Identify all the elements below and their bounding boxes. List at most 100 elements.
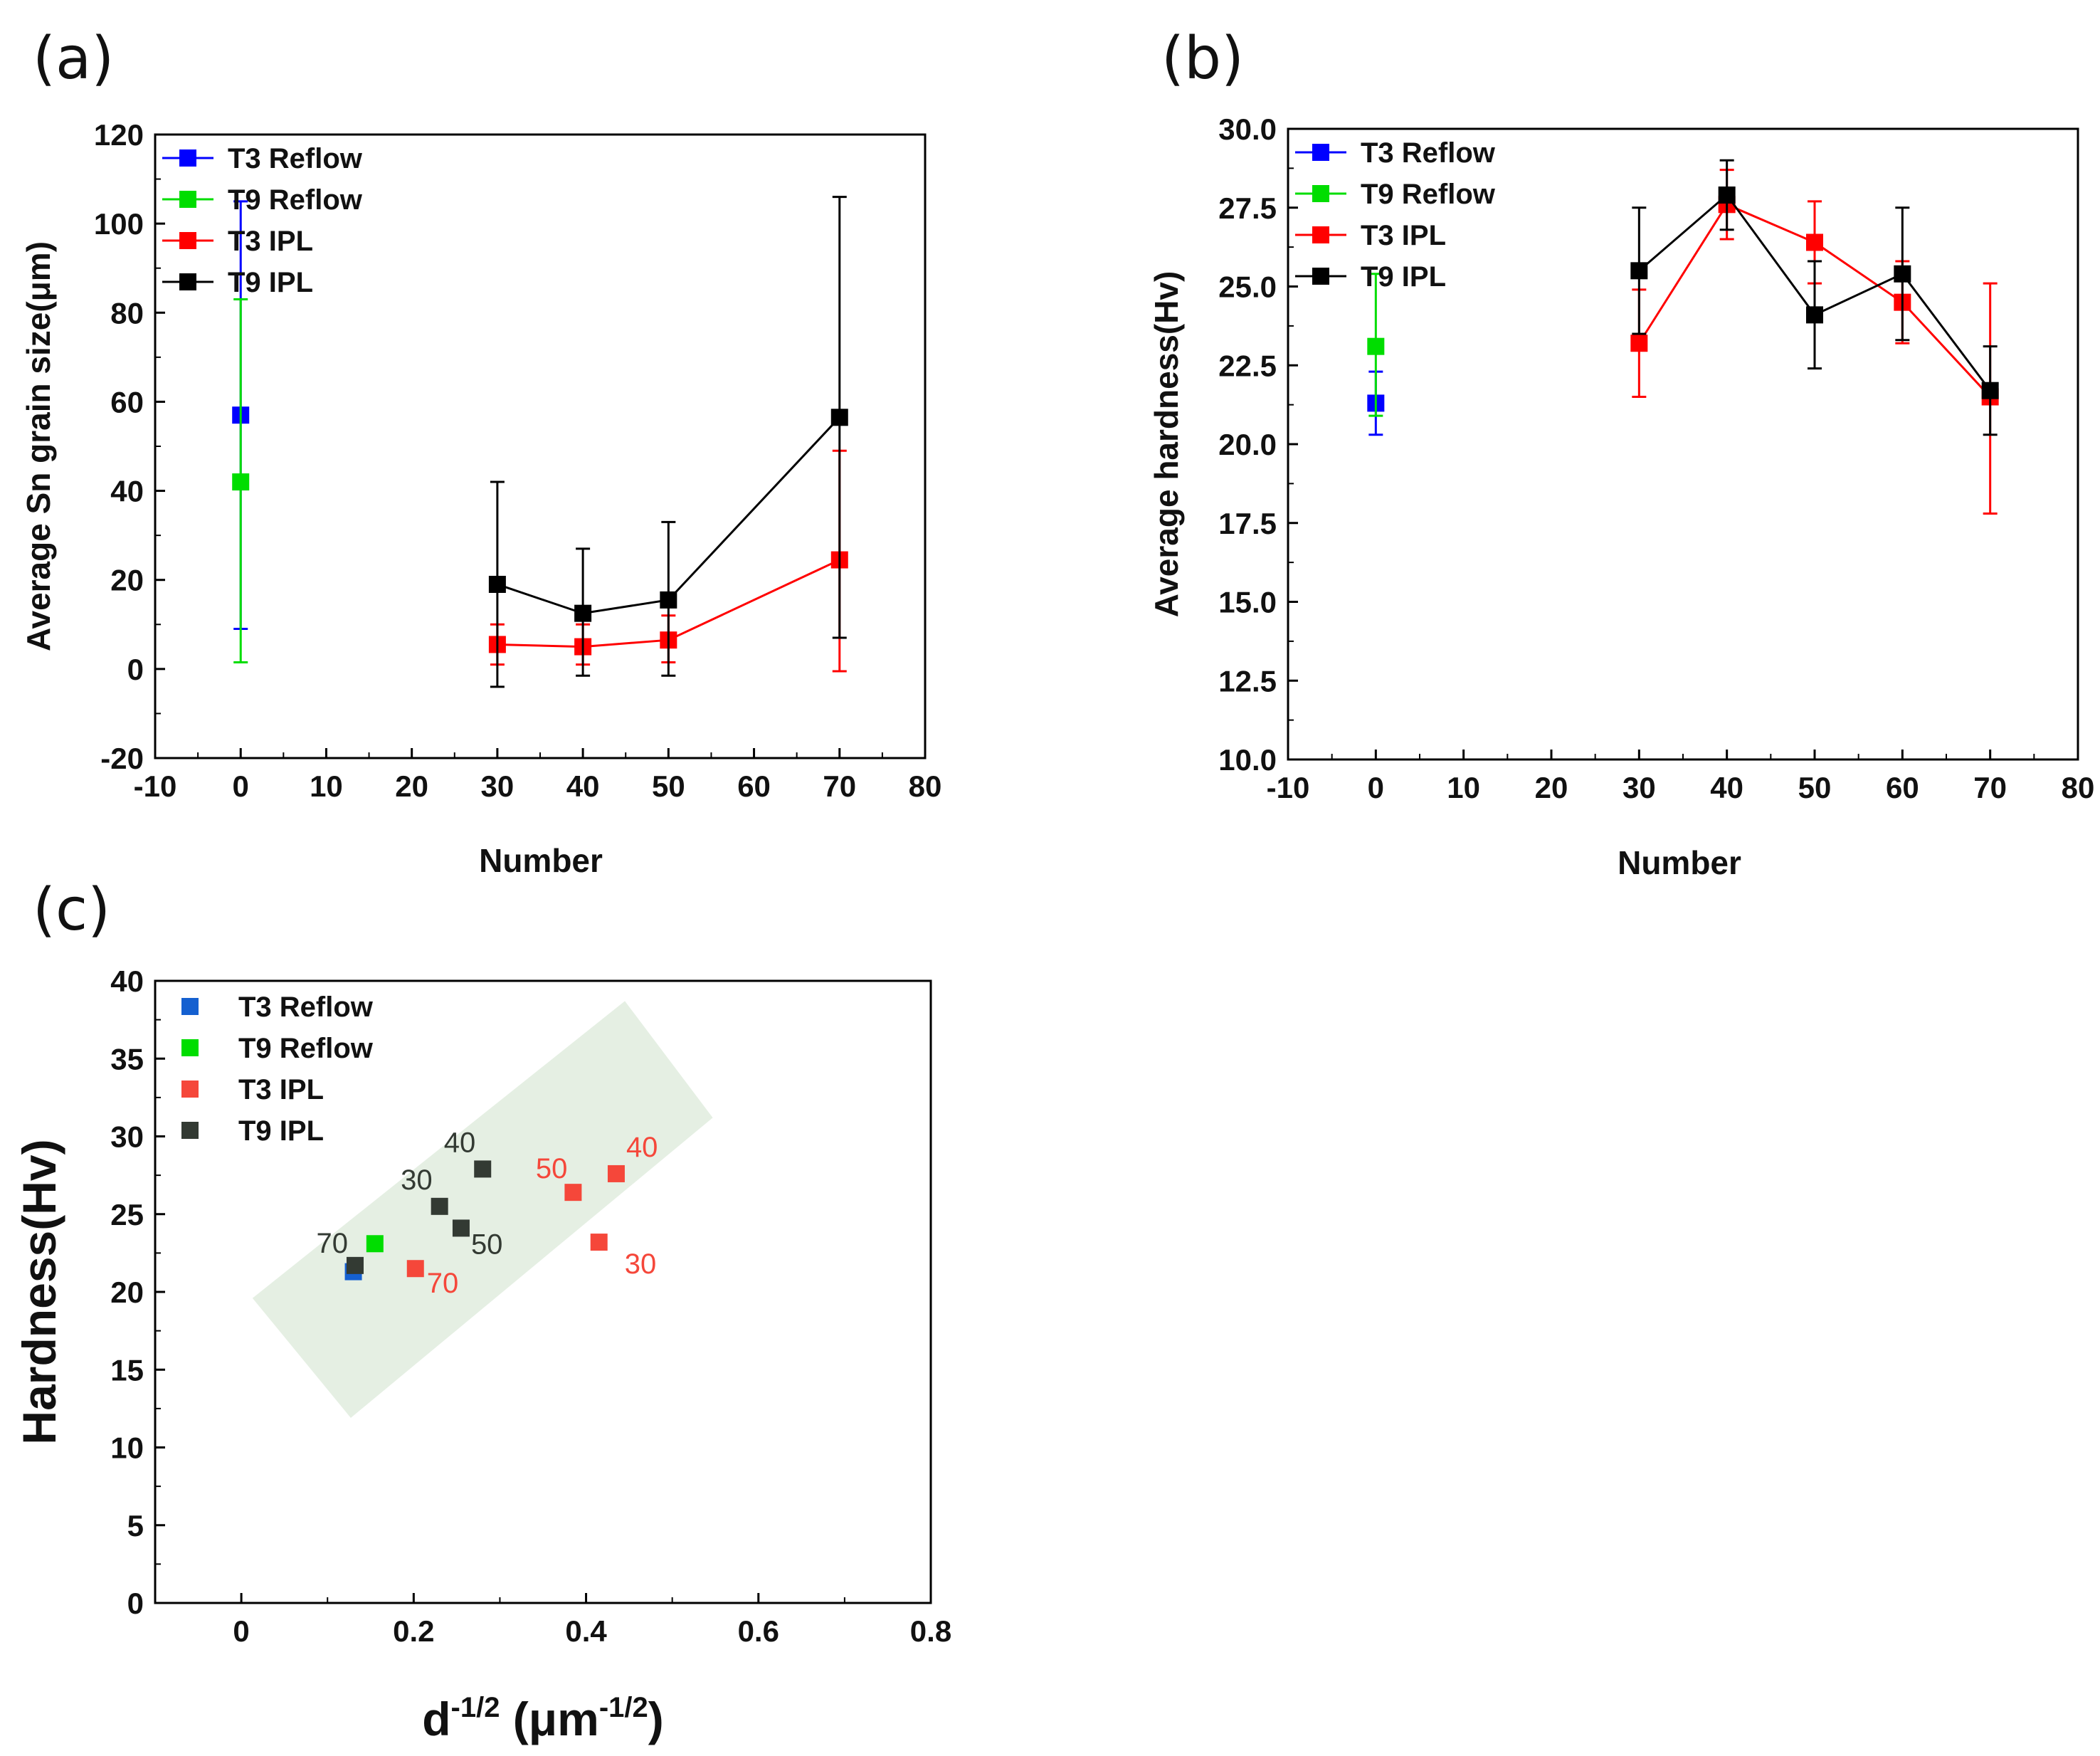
y-tick-label: 100 [94,207,144,241]
x-tick-label: 40 [566,769,600,803]
legend-marker-t3-reflow [1312,144,1329,161]
legend-label: T3 IPL [238,1074,324,1105]
legend-marker-t9-reflow [181,1039,199,1056]
data-point [366,1235,384,1253]
x-tick-label: 0.6 [738,1614,779,1648]
y-tick-label: 25 [110,1198,144,1231]
x-tick-label: 20 [395,769,428,803]
x-tick-label: 0.8 [910,1614,951,1648]
x-axis-title-part: (μm [500,1693,598,1745]
y-tick-label: 40 [110,964,144,998]
point-label: 50 [471,1229,503,1260]
x-axis-title-part: ) [648,1693,664,1745]
legend-label: T3 Reflow [228,143,363,174]
legend-label: T3 IPL [228,226,313,257]
data-point [431,1197,448,1215]
legend-marker-t3-ipl [181,1081,199,1098]
legend-marker-t3-ipl [1312,226,1329,243]
y-tick-label: 35 [110,1042,144,1076]
data-point [1630,335,1648,352]
y-axis-title: Average Sn grain size(μm) [20,241,57,651]
y-tick-label: 30.0 [1218,112,1277,146]
legend-label: T9 IPL [238,1115,324,1147]
data-point [488,575,506,593]
x-tick-label: 80 [2062,771,2095,804]
series-t9-ipl [488,196,848,688]
legend-label: T9 IPL [1361,261,1446,293]
y-tick-label: 60 [110,385,144,419]
x-tick-label: 0 [233,1614,249,1648]
y-tick-label: 27.5 [1218,191,1277,225]
legend: T3 Reflow T9 Reflow T3 IPL T9 IPL [1295,137,1496,293]
legend-marker-t3-reflow [179,149,196,167]
x-tick-label: 70 [1973,771,2007,804]
x-tick-label: 30 [1623,771,1656,804]
x-tick-label: 50 [652,769,685,803]
series-t9-reflow [1367,273,1385,417]
x-tick-label: 0.4 [565,1614,607,1648]
x-tick-label: 80 [909,769,942,803]
legend-marker-t3-reflow [181,998,199,1015]
x-tick-label: 60 [737,769,771,803]
point-label: 70 [427,1268,459,1299]
legend-marker-t9-ipl [1312,268,1329,285]
data-point [1981,382,1999,399]
panel-label: (b) [1161,25,1244,93]
data-point [1630,262,1648,280]
point-label: 30 [401,1164,433,1196]
series-line-t9-ipl [497,416,840,615]
point-label: 30 [625,1248,657,1280]
x-tick-label: 40 [1710,771,1743,804]
panel-b: (b) -10 0 10 20 30 40 50 60 70 80 10.0 12.5 15.0 17.5 2… [1148,25,2094,881]
data-point [830,409,848,426]
highlight-band [252,1001,713,1418]
legend-label: T9 Reflow [228,184,363,216]
y-tick-label: 20 [110,564,144,597]
data-point [1894,265,1911,283]
series-line-t3-ipl [497,559,840,648]
legend-label: T9 Reflow [1361,179,1496,210]
legend-label: T3 IPL [1361,220,1446,251]
x-tick-label: 0 [233,769,249,803]
y-tick-label: 0 [127,1587,144,1620]
y-tick-label: 17.5 [1218,507,1277,540]
y-tick-label: 80 [110,296,144,330]
data-point [607,1164,625,1182]
legend-label: T9 Reflow [238,1033,374,1064]
x-tick-label: -10 [1267,771,1310,804]
x-tick-label: 10 [310,769,343,803]
point-label: 70 [316,1228,348,1259]
data-point [590,1234,608,1251]
y-tick-label: 20.0 [1218,428,1277,461]
data-point [574,604,592,622]
y-tick-label: 15 [110,1353,144,1387]
panel-a: (a) -10 0 10 20 30 40 50 60 70 80 -20 0 20 40 60 80 100 12… [20,25,941,879]
y-tick-label: 5 [127,1509,144,1542]
x-tick-label: 0.2 [393,1614,434,1648]
x-tick-label: 10 [1447,771,1480,804]
legend-marker-t9-ipl [181,1122,199,1139]
y-tick-label: 30 [110,1120,144,1154]
y-tick-label: 22.5 [1218,349,1277,382]
x-tick-label: 0 [1368,771,1384,804]
series-t9-ipl: 30 40 50 70 [316,1127,503,1274]
legend-label: T3 Reflow [238,992,374,1023]
data-point [346,1256,364,1274]
data-point [1806,233,1823,251]
x-tick-label: -10 [134,769,177,803]
data-point [1806,306,1823,324]
data-point [564,1184,582,1202]
legend: T3 Reflow T9 Reflow T3 IPL T9 IPL [162,143,363,298]
y-tick-label: 10.0 [1218,743,1277,777]
point-label: 40 [626,1132,658,1163]
series-t9-ipl [1630,159,1999,436]
data-point [232,473,250,491]
y-axis-title: Average hardness(Hv) [1148,271,1185,618]
x-tick-label: 20 [1535,771,1568,804]
data-point [406,1260,424,1278]
legend-marker-t3-ipl [179,232,196,249]
x-axis-title-part: d [422,1693,450,1745]
x-tick-label: 60 [1886,771,1919,804]
